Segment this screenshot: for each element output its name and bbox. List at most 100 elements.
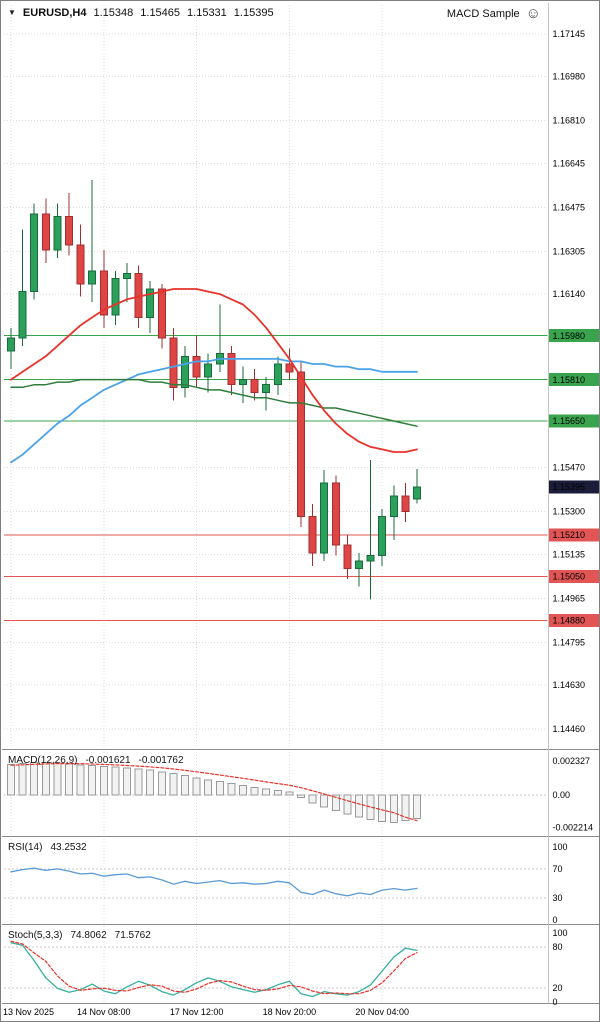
macd-histogram-bar	[7, 763, 15, 796]
candle	[99, 250, 108, 328]
macd-histogram-bar	[76, 764, 85, 796]
svg-text:1.14965: 1.14965	[553, 593, 586, 603]
macd-histogram-bar	[320, 794, 329, 808]
candle	[215, 304, 224, 372]
svg-text:1.16645: 1.16645	[553, 158, 586, 168]
macd-histogram-bar	[273, 789, 282, 796]
symbol-dropdown-icon[interactable]: ▼	[8, 8, 16, 17]
macd-histogram-bar	[413, 794, 421, 820]
candle	[239, 366, 247, 403]
price-level-badge	[549, 613, 599, 627]
svg-text:80: 80	[553, 942, 563, 952]
candle	[18, 229, 27, 346]
macd-panel	[7, 761, 421, 824]
candle	[343, 534, 352, 579]
candle	[262, 376, 271, 411]
candle	[146, 281, 155, 333]
macd-histogram-bar	[123, 767, 131, 796]
macd-histogram-bar	[401, 794, 410, 821]
ohlc-close-value: 1.15395	[233, 7, 274, 19]
svg-text:1.15650: 1.15650	[553, 416, 586, 426]
stoch-main-value: 74.8062	[70, 930, 107, 941]
candle	[401, 483, 410, 522]
svg-text:0.002327: 0.002327	[553, 756, 591, 766]
candle	[273, 356, 282, 396]
macd-histogram-bar	[239, 784, 247, 796]
candle	[227, 345, 236, 396]
macd-histogram-bar	[331, 794, 340, 811]
grid-lines	[4, 5, 548, 1003]
svg-text:0: 0	[553, 997, 558, 1007]
expert-advisor-badge: MACD Sample ☺	[447, 6, 541, 21]
candle	[157, 283, 166, 349]
price-level-badge	[549, 569, 599, 583]
macd-histogram-bar	[53, 762, 62, 796]
macd-histogram-bar	[192, 777, 201, 796]
candle	[355, 552, 363, 587]
candle	[297, 361, 305, 528]
candle	[285, 348, 294, 380]
panel-separators[interactable]	[2, 3, 600, 1004]
macd-histogram-bar	[65, 763, 73, 796]
candle	[88, 180, 97, 302]
indicator-axes: 0.002327 0.00 -0.002214 100 70 30 0 100 80 20 0	[553, 756, 594, 1007]
candle	[76, 224, 85, 297]
svg-text:1.16305: 1.16305	[553, 246, 586, 256]
ohlc-open-value: 1.15348	[93, 7, 134, 19]
moving-averages	[10, 288, 418, 464]
macd-histogram-bar	[366, 794, 375, 820]
macd-panel-label: MACD(12,26,9) -0.001621 -0.001762	[8, 755, 184, 766]
svg-text:1.15210: 1.15210	[553, 530, 586, 540]
svg-text:1.16810: 1.16810	[553, 116, 586, 126]
macd-indicator-name: MACD(12,26,9)	[8, 755, 78, 766]
candles	[7, 180, 421, 600]
stoch-panel-label: Stoch(5,3,3) 74.8062 71.5762	[8, 930, 151, 941]
ea-smiley-icon[interactable]: ☺	[525, 5, 541, 22]
svg-text:0.00: 0.00	[553, 790, 571, 800]
price-axis[interactable]: 1.17145 1.16980 1.16810 1.16645 1.16475 1.163…	[549, 29, 599, 734]
candle	[53, 203, 62, 258]
macd-histogram-bar	[134, 768, 143, 796]
svg-text:1.15300: 1.15300	[553, 507, 586, 517]
macd-histogram-bar	[378, 794, 387, 822]
macd-histogram-bar	[215, 781, 224, 796]
macd-histogram-bar	[99, 765, 108, 796]
stoch-signal-value: 71.5762	[114, 930, 151, 941]
macd-histogram-bar	[297, 794, 305, 799]
svg-text:1.15470: 1.15470	[553, 463, 586, 473]
rsi-value: 43.2532	[50, 842, 87, 853]
macd-histogram-bar	[111, 766, 120, 796]
macd-signal-value: -0.001762	[138, 755, 184, 766]
candle	[204, 353, 213, 393]
candle	[65, 193, 73, 256]
svg-text:17 Nov 12:00: 17 Nov 12:00	[170, 1007, 224, 1017]
svg-text:1.15980: 1.15980	[553, 331, 586, 341]
svg-text:20 Nov 04:00: 20 Nov 04:00	[355, 1007, 409, 1017]
ea-name-label: MACD Sample	[446, 7, 520, 20]
candle	[308, 503, 317, 566]
symbol-period-label: EURUSD,H4	[22, 7, 87, 19]
rsi-panel-label: RSI(14) 43.2532	[8, 842, 87, 853]
svg-text:1.14460: 1.14460	[553, 724, 586, 734]
svg-text:1.15135: 1.15135	[553, 549, 586, 559]
candle	[30, 203, 39, 300]
macd-histogram-bar	[227, 782, 236, 796]
macd-histogram-bar	[308, 794, 317, 804]
macd-histogram-bar	[146, 769, 155, 796]
time-axis[interactable]: 13 Nov 2025 14 Nov 08:00 17 Nov 12:00 18 No…	[3, 1007, 409, 1017]
candle	[111, 270, 120, 326]
price-level-badge	[549, 329, 599, 343]
svg-text:100: 100	[553, 842, 568, 852]
chart-header: ▼ EURUSD,H4 1.15348 1.15465 1.15331 1.15…	[8, 7, 274, 19]
svg-text:1.16980: 1.16980	[553, 72, 586, 82]
svg-text:1.15810: 1.15810	[553, 375, 586, 385]
macd-histogram-bar	[181, 775, 189, 796]
macd-main-value: -0.001621	[85, 755, 131, 766]
rsi-panel	[10, 867, 418, 897]
candle	[41, 198, 50, 264]
price-level-badge	[549, 480, 599, 494]
macd-histogram-bar	[41, 761, 50, 796]
macd-histogram-bar	[204, 779, 213, 796]
